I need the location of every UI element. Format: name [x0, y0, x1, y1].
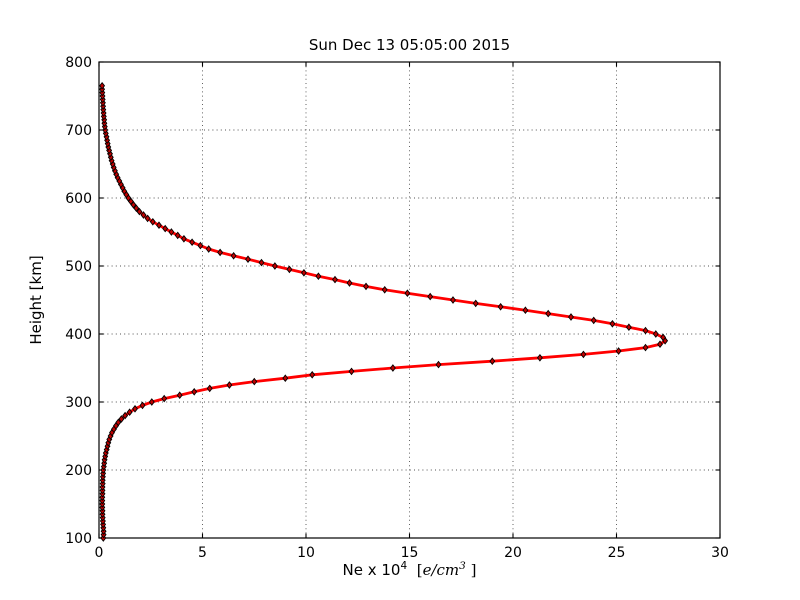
data-point-marker	[217, 248, 224, 257]
data-point-marker	[180, 234, 187, 243]
data-point-marker	[348, 367, 355, 376]
y-tick-label: 800	[65, 55, 92, 71]
data-point-marker	[536, 353, 543, 362]
data-point-marker	[309, 370, 316, 379]
data-point-marker	[206, 384, 213, 393]
y-tick-label: 300	[65, 395, 92, 411]
data-point-marker	[205, 245, 212, 253]
x-tick-label: 10	[297, 545, 315, 561]
data-point-marker	[642, 326, 649, 335]
y-axis-label: Height [km]	[27, 255, 45, 345]
x-tick-label: 15	[401, 545, 419, 561]
data-point-marker	[522, 306, 529, 315]
data-point-marker	[176, 391, 183, 400]
x-tick-label: 25	[608, 545, 626, 561]
data-point-marker	[568, 313, 574, 321]
y-tick-label: 700	[65, 123, 92, 139]
x-axis-label-unit: e/cm	[422, 561, 460, 579]
data-point-marker	[148, 398, 155, 406]
data-point-marker	[197, 241, 204, 250]
y-tick-label: 500	[65, 259, 92, 275]
data-point-marker	[174, 231, 181, 240]
data-point-marker	[282, 374, 289, 383]
y-tick-label: 600	[65, 191, 92, 207]
data-point-marker	[625, 323, 632, 332]
x-axis-label-unit-exponent: 3	[459, 560, 466, 572]
data-point-marker	[136, 207, 143, 216]
data-point-marker	[286, 265, 293, 274]
data-point-marker	[161, 394, 168, 403]
chart-title: Sun Dec 13 05:05:00 2015	[308, 36, 511, 54]
x-axis-label: Ne x 104 [e/cm3 ]	[99, 560, 720, 579]
x-axis-label-close-bracket2: ]	[470, 561, 477, 579]
x-axis-label-open-bracket: [	[416, 561, 423, 579]
data-point-marker	[226, 381, 233, 389]
data-point-marker	[489, 357, 496, 366]
data-point-marker	[168, 228, 175, 236]
data-point-marker	[580, 350, 587, 359]
data-point-marker	[300, 268, 307, 277]
data-point-marker	[149, 217, 156, 226]
data-point-marker	[363, 282, 369, 291]
data-point-marker	[652, 330, 659, 338]
x-tick-label: 20	[504, 545, 522, 561]
x-axis-label-prefix: Ne x 10	[342, 561, 401, 579]
data-point-marker	[189, 238, 196, 247]
data-point-marker	[140, 211, 147, 219]
data-point-marker	[545, 309, 552, 318]
data-point-marker	[118, 415, 125, 423]
data-point-marker	[132, 404, 138, 413]
data-point-marker	[139, 401, 146, 410]
data-point-marker	[258, 258, 265, 267]
data-point-marker	[427, 292, 434, 301]
data-point-marker	[660, 333, 667, 342]
y-tick-label: 400	[65, 327, 92, 343]
data-point-marker	[144, 214, 151, 223]
x-axis-label-exponent: 4	[400, 560, 408, 572]
data-point-marker	[115, 418, 122, 427]
data-point-marker	[230, 251, 237, 260]
data-point-marker	[122, 411, 129, 420]
data-point-marker	[657, 340, 663, 349]
data-point-marker	[590, 316, 597, 325]
data-point-marker	[472, 299, 479, 308]
data-point-marker	[389, 364, 396, 372]
data-point-marker	[642, 343, 649, 352]
data-point-marker	[609, 319, 616, 328]
data-point-marker	[346, 279, 353, 287]
data-point-marker	[271, 262, 278, 270]
data-point-marker	[615, 347, 622, 355]
data-point-marker	[435, 360, 442, 369]
y-tick-label: 200	[65, 463, 92, 479]
data-point-marker	[404, 289, 411, 298]
data-point-marker	[245, 255, 251, 264]
data-point-marker	[133, 204, 140, 213]
x-tick-label: 5	[198, 545, 207, 561]
x-tick-label: 30	[711, 545, 729, 561]
data-point-marker	[497, 302, 504, 311]
data-point-marker	[332, 275, 338, 284]
data-point-marker	[251, 377, 258, 386]
data-point-marker	[450, 296, 456, 304]
data-point-marker	[126, 408, 133, 417]
data-point-marker	[99, 81, 106, 90]
x-tick-label: 0	[95, 545, 104, 561]
x-axis-label-space	[407, 561, 417, 579]
data-point-marker	[315, 272, 322, 281]
y-tick-label: 100	[65, 531, 92, 547]
data-point-marker	[162, 224, 169, 233]
data-point-marker	[156, 221, 162, 230]
data-point-marker	[191, 387, 198, 396]
profile-line	[100, 84, 667, 540]
data-point-marker	[381, 285, 388, 294]
